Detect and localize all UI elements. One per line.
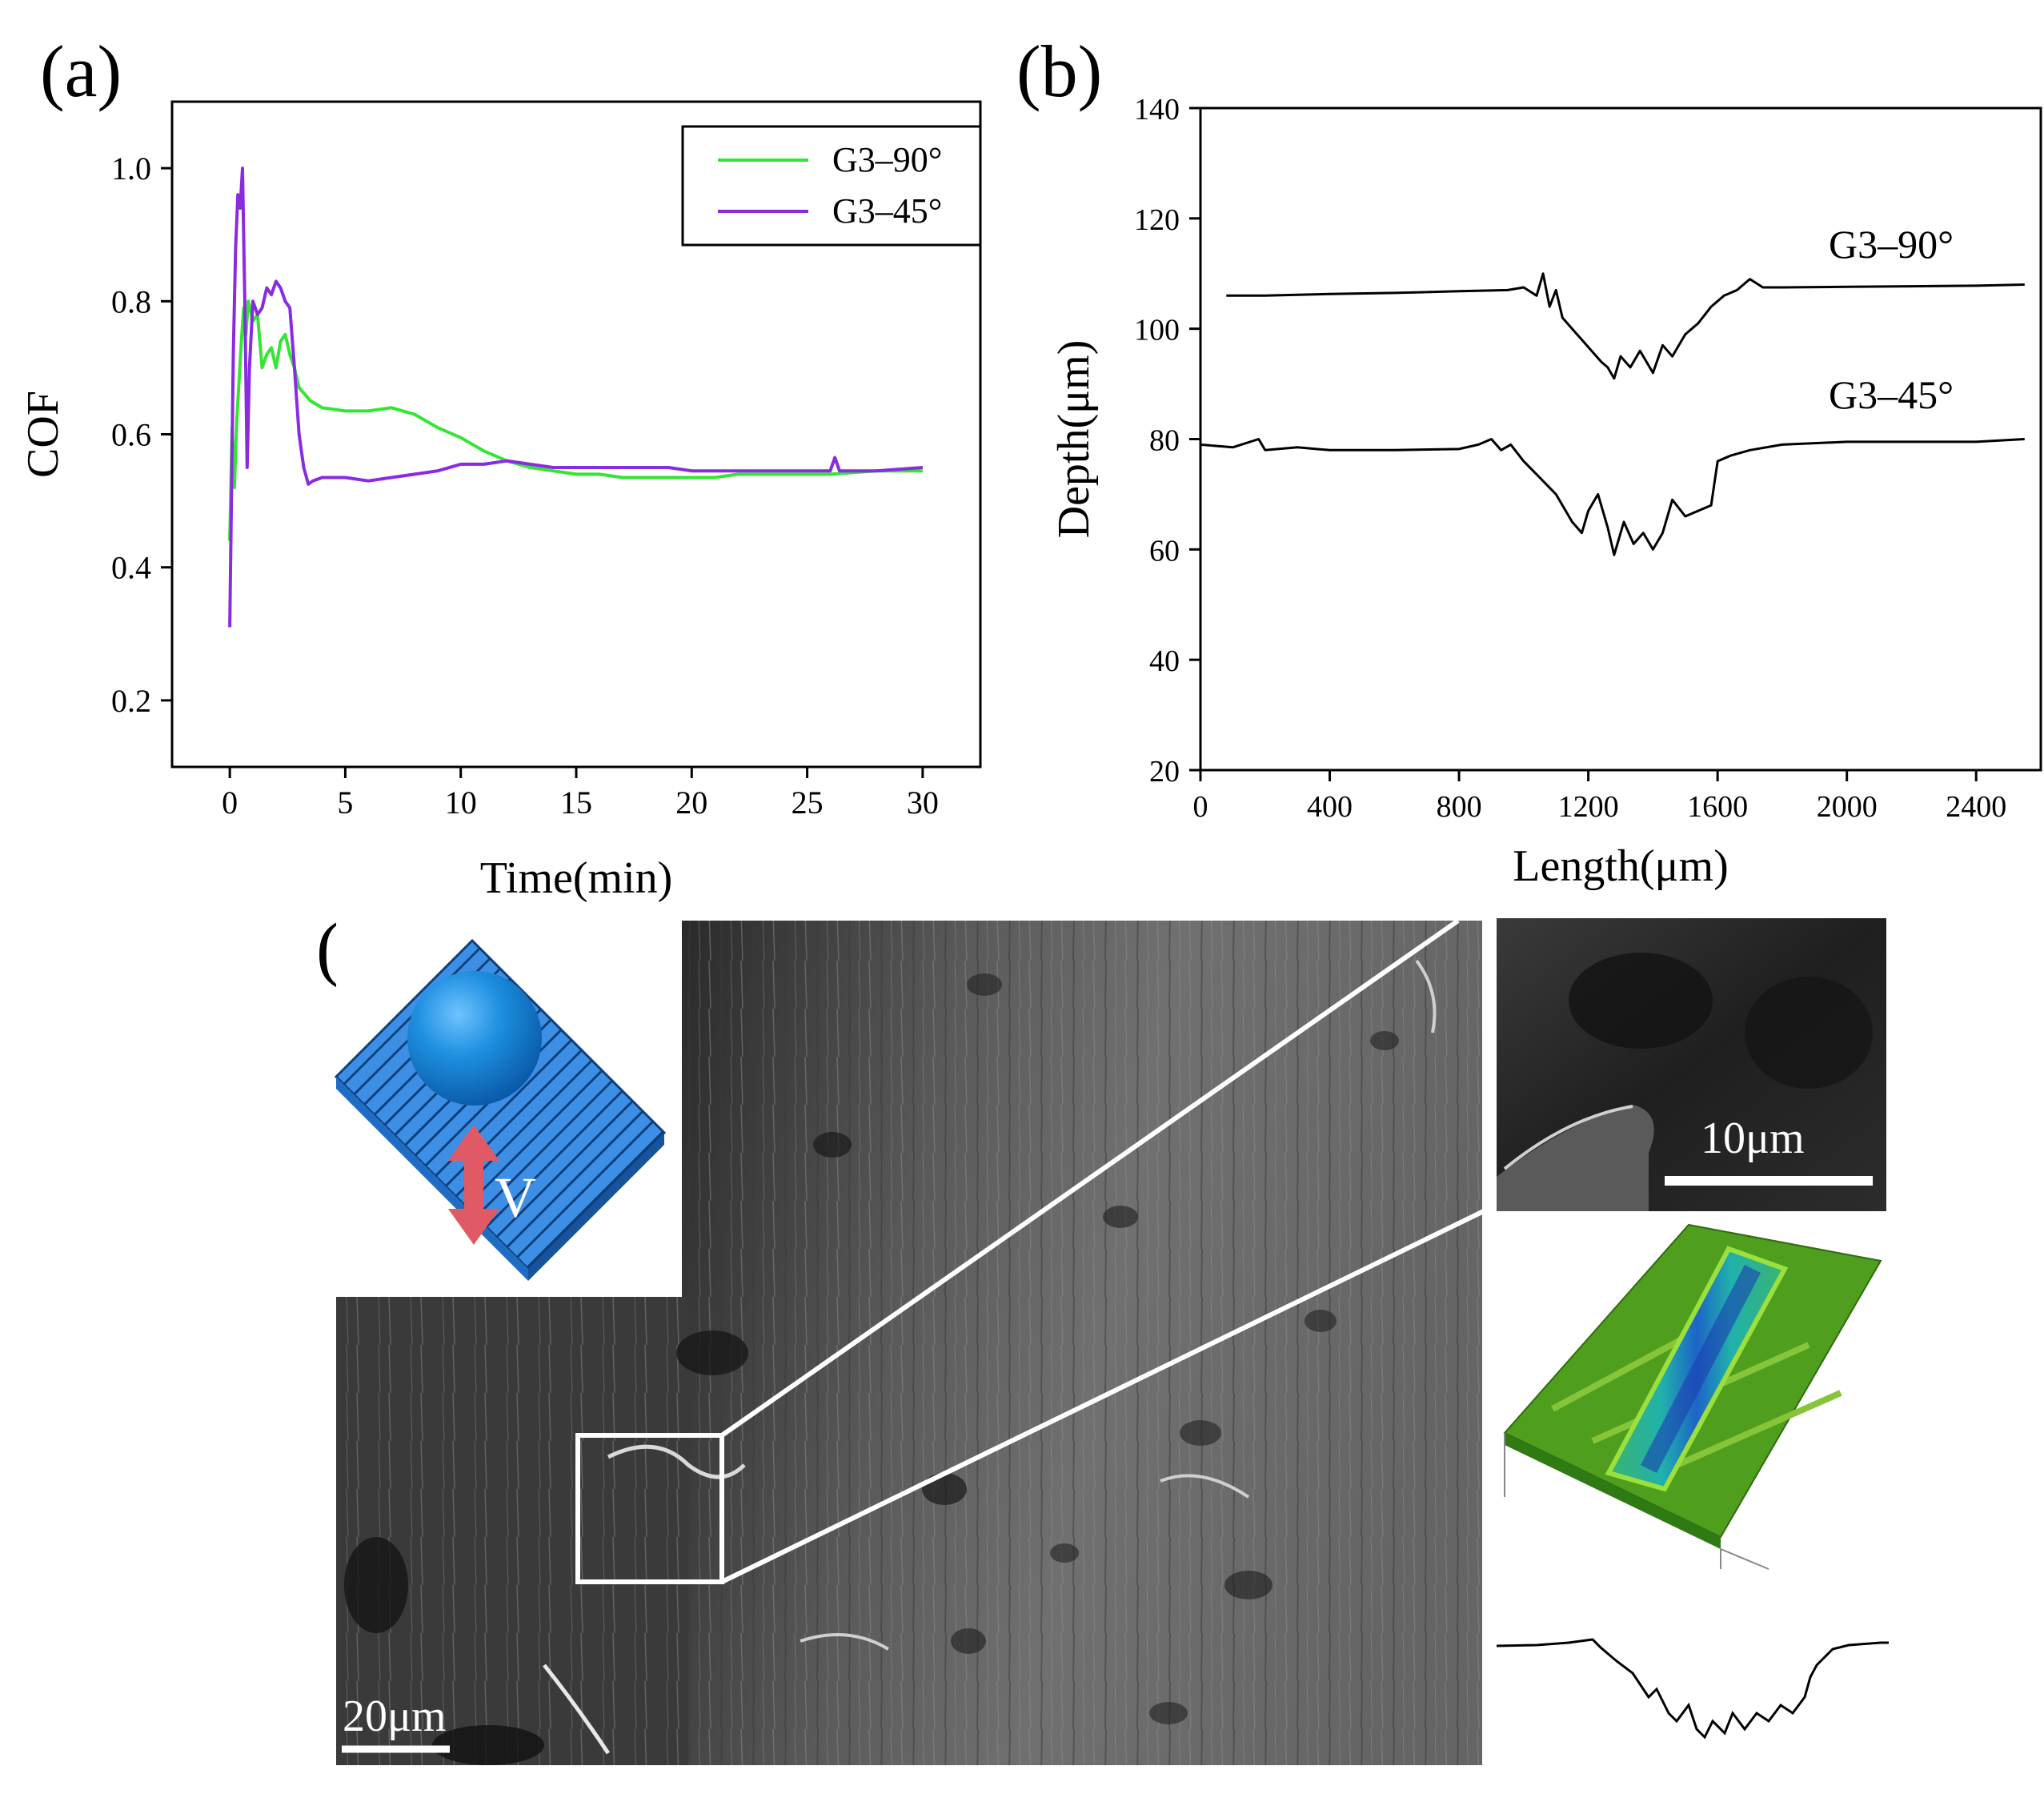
panel-label-b: (b) xyxy=(1016,30,1102,112)
legend-label-45: G3–45° xyxy=(832,191,942,231)
scale-label-inset: 10μm xyxy=(1701,1114,1805,1163)
y-axis-title-b: Depth(μm) xyxy=(1049,340,1099,539)
x-axis-title-a: Time(min) xyxy=(480,853,673,903)
x-tick-label-a: 0 xyxy=(222,785,238,821)
curve-label-45: G3–45° xyxy=(1829,372,1954,417)
x-tick-label-b: 2400 xyxy=(1946,790,2006,824)
y-tick-label-b: 140 xyxy=(1134,93,1180,126)
y-tick-label-b: 40 xyxy=(1149,644,1180,678)
scale-label-main: 20μm xyxy=(343,1692,447,1741)
series-line-b-1 xyxy=(1200,438,2025,556)
y-tick-label-a: 0.4 xyxy=(111,550,151,586)
x-tick-label-b: 1600 xyxy=(1687,790,1748,824)
x-axis-title-b: Length(μm) xyxy=(1513,841,1729,891)
wear-track-3d xyxy=(1503,1223,1882,1570)
curve-label-90: G3–90° xyxy=(1829,222,1954,267)
legend-label-90: G3–90° xyxy=(832,140,942,179)
y-tick-label-b: 20 xyxy=(1149,755,1180,789)
y-tick-label-b: 100 xyxy=(1134,314,1180,347)
x-tick-label-a: 15 xyxy=(560,785,592,821)
x-tick-label-b: 800 xyxy=(1437,790,1482,824)
legend-a: G3–90° G3–45° xyxy=(681,125,982,247)
y-tick-label-a: 0.8 xyxy=(111,283,151,319)
zoom-region-box xyxy=(575,1433,724,1584)
y-tick-label-b: 80 xyxy=(1149,424,1180,458)
x-tick-label-b: 1200 xyxy=(1558,790,1619,824)
inset-profile-curve xyxy=(1496,1638,1889,1740)
x-tick-label-a: 5 xyxy=(337,785,353,821)
velocity-label: V xyxy=(495,1166,536,1230)
y-axis-title-a: COF xyxy=(18,391,68,478)
double-arrow-icon xyxy=(448,1125,499,1245)
sem-micrograph xyxy=(336,921,1482,1765)
zoom-line-bottom xyxy=(720,1206,1490,1584)
y-tick-label-a: 1.0 xyxy=(111,150,151,187)
series-line-a-0 xyxy=(228,299,923,541)
series-line-b-0 xyxy=(1226,272,2025,380)
x-tick-label-a: 20 xyxy=(675,785,707,821)
y-tick-label-b: 60 xyxy=(1149,534,1180,568)
x-tick-label-b: 0 xyxy=(1193,790,1208,824)
zoom-line-top xyxy=(720,918,1460,1438)
sem-zoom-inset: 10μm xyxy=(1497,918,1886,1211)
y-tick-label-a: 0.6 xyxy=(111,417,151,453)
x-tick-label-b: 400 xyxy=(1307,790,1353,824)
panel-label-a: (a) xyxy=(40,30,122,112)
y-tick-label-b: 120 xyxy=(1134,203,1180,237)
chart-a: 0 5 10 15 20 25 30 0.2 0.4 0.6 0.8 1.0 Time(min) COF xyxy=(18,100,982,903)
ball-icon xyxy=(407,971,542,1106)
series-line-a-1 xyxy=(228,167,924,628)
x-tick-label-a: 10 xyxy=(445,785,477,821)
schematic-inset: V xyxy=(334,921,680,1297)
x-tick-label-a: 25 xyxy=(792,785,824,821)
x-tick-label-a: 30 xyxy=(907,785,939,821)
y-tick-label-a: 0.2 xyxy=(111,683,151,719)
x-tick-label-b: 2000 xyxy=(1817,790,1878,824)
chart-b: 0 400 800 1200 1600 2000 2400 20 40 60 80 100 120 140… xyxy=(1049,93,2042,891)
plot-frame-b xyxy=(1199,106,2042,772)
